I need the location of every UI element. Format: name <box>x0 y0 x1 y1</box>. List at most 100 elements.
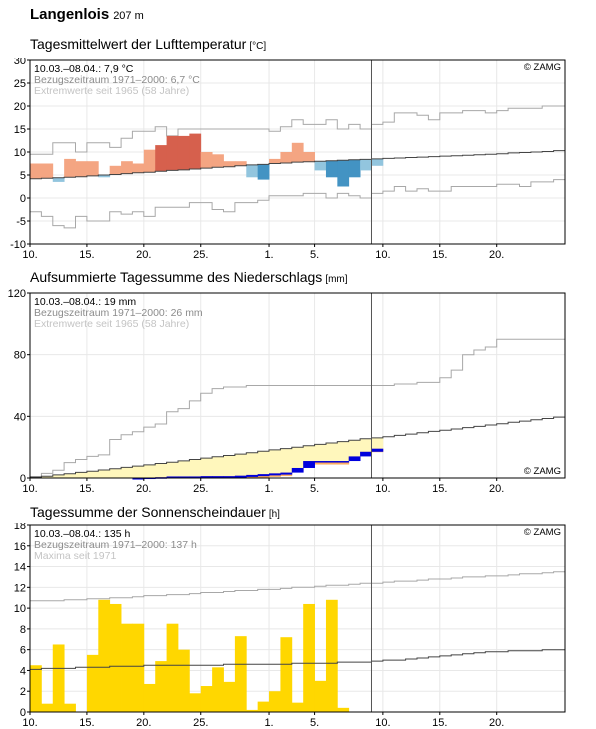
info-line: Extremwerte seit 1965 (58 Jahre) <box>34 85 189 97</box>
sunshine-bar <box>325 599 338 712</box>
deficit-area <box>348 440 361 457</box>
x-tick-label: 1. <box>264 717 273 729</box>
daily-precip-bar <box>257 474 270 477</box>
temperature-bar <box>257 164 270 180</box>
cumulative-step <box>325 461 338 463</box>
deficit-area <box>132 466 145 478</box>
x-tick-label: 10. <box>22 483 37 495</box>
deficit-area <box>212 456 224 477</box>
daily-precip-bar <box>348 456 361 462</box>
y-tick-label: 20 <box>14 101 26 113</box>
deficit-area <box>337 441 350 462</box>
temperature-bar <box>234 161 247 166</box>
daily-precip-bar <box>234 475 247 478</box>
sunshine-bar <box>200 686 213 712</box>
temperature-bar <box>155 145 167 172</box>
sunshine-bar <box>246 709 259 712</box>
x-tick-label: 15. <box>432 483 447 495</box>
info-line: Bezugszeitraum 1971–2000: 6,7 °C <box>34 74 200 86</box>
temperature-bar <box>280 152 293 164</box>
normal-line <box>30 416 565 478</box>
precipitation-title: Aufsummierte Tagessumme des Niederschlag… <box>30 269 348 285</box>
temperature-bar <box>143 149 156 173</box>
temperature-bar <box>189 133 202 170</box>
credit-label: © ZAMG <box>524 466 561 477</box>
x-tick-label: 20. <box>136 483 151 495</box>
deficit-area <box>280 448 293 473</box>
info-line: Extremwerte seit 1965 (58 Jahre) <box>34 318 189 330</box>
info-line: Bezugszeitraum 1971–2000: 137 h <box>34 539 197 551</box>
maximum-line <box>30 571 565 602</box>
daily-precip-bar <box>269 473 281 476</box>
credit-label: © ZAMG <box>524 62 561 73</box>
deficit-area <box>109 468 122 478</box>
x-tick-label: 20. <box>489 483 504 495</box>
y-tick-label: 80 <box>14 350 26 362</box>
cumulative-step <box>314 461 327 463</box>
temperature-bar <box>371 158 384 166</box>
deficit-area <box>246 452 259 475</box>
x-tick-label: 10. <box>375 483 390 495</box>
sunshine-bar <box>303 603 315 712</box>
sunshine-bar <box>52 644 65 712</box>
sunshine-bar <box>223 681 236 712</box>
sunshine-bar <box>98 599 111 712</box>
sunshine-bar <box>177 649 190 712</box>
sunshine-title: Tagessumme der Sonnenscheindauer [h] <box>30 504 280 520</box>
temperature-title-text: Tagesmittelwert der Lufttemperatur <box>30 36 247 52</box>
cumulative-step <box>212 476 224 478</box>
deficit-area <box>52 474 65 478</box>
extreme-max-line <box>30 338 565 477</box>
sunshine-bar <box>109 603 122 712</box>
temperature-bar <box>109 165 122 175</box>
y-tick-label: 14 <box>14 562 26 574</box>
sunshine-bar <box>30 665 42 712</box>
x-tick-label: 15. <box>79 249 94 260</box>
deficit-area <box>257 451 270 475</box>
deficit-area <box>360 438 372 452</box>
deficit-area <box>269 449 281 474</box>
y-tick-label: 8 <box>20 624 26 636</box>
cumulative-step <box>177 476 190 478</box>
deficit-area <box>200 458 213 477</box>
temperature-bar <box>325 160 338 178</box>
x-tick-label: 25. <box>193 483 208 495</box>
deficit-area <box>177 460 190 477</box>
x-tick-label: 15. <box>432 717 447 729</box>
info-line: 10.03.–08.04.: 135 h <box>34 528 130 540</box>
y-tick-label: 0 <box>20 707 26 719</box>
sunshine-bar <box>257 701 270 712</box>
y-tick-label: 16 <box>14 541 26 553</box>
deficit-area <box>41 476 54 478</box>
daily-precip-bar <box>132 477 145 480</box>
y-tick-label: -5 <box>16 216 26 228</box>
x-tick-label: 20. <box>489 717 504 729</box>
deficit-area <box>166 462 179 477</box>
y-tick-label: 0 <box>20 473 26 485</box>
temperature-bar <box>348 159 361 178</box>
deficit-area <box>314 444 327 462</box>
temperature-bar <box>177 135 190 170</box>
sunshine-bar <box>269 691 281 712</box>
deficit-area <box>64 473 76 478</box>
sunshine-bar <box>337 707 350 712</box>
y-tick-label: 15 <box>14 124 26 136</box>
y-tick-label: 10 <box>14 603 26 615</box>
deficit-area <box>291 447 304 468</box>
sunshine-title-text: Tagessumme der Sonnenscheindauer <box>30 504 266 520</box>
temperature-bar <box>121 161 133 174</box>
y-tick-label: 2 <box>20 686 26 698</box>
temperature-bar <box>337 160 350 187</box>
temperature-bar <box>360 159 372 171</box>
x-tick-label: 25. <box>193 249 208 260</box>
credit-label: © ZAMG <box>524 527 561 538</box>
x-tick-label: 5. <box>310 717 319 729</box>
info-line: 10.03.–08.04.: 7,9 °C <box>34 63 134 75</box>
sunshine-bar <box>86 654 99 712</box>
sunshine-chart: 0 2 4 6 8 10 12 14 16 18 10. 15. 20. 25. 1. 5. 10. 15. 20.… <box>14 523 566 729</box>
temperature-unit: [°C] <box>249 41 267 52</box>
station-header: Langenlois 207 m <box>30 6 144 23</box>
x-tick-label: 1. <box>264 249 273 260</box>
sunshine-bar <box>212 667 224 712</box>
info-line: Maxima seit 1971 <box>34 550 116 562</box>
